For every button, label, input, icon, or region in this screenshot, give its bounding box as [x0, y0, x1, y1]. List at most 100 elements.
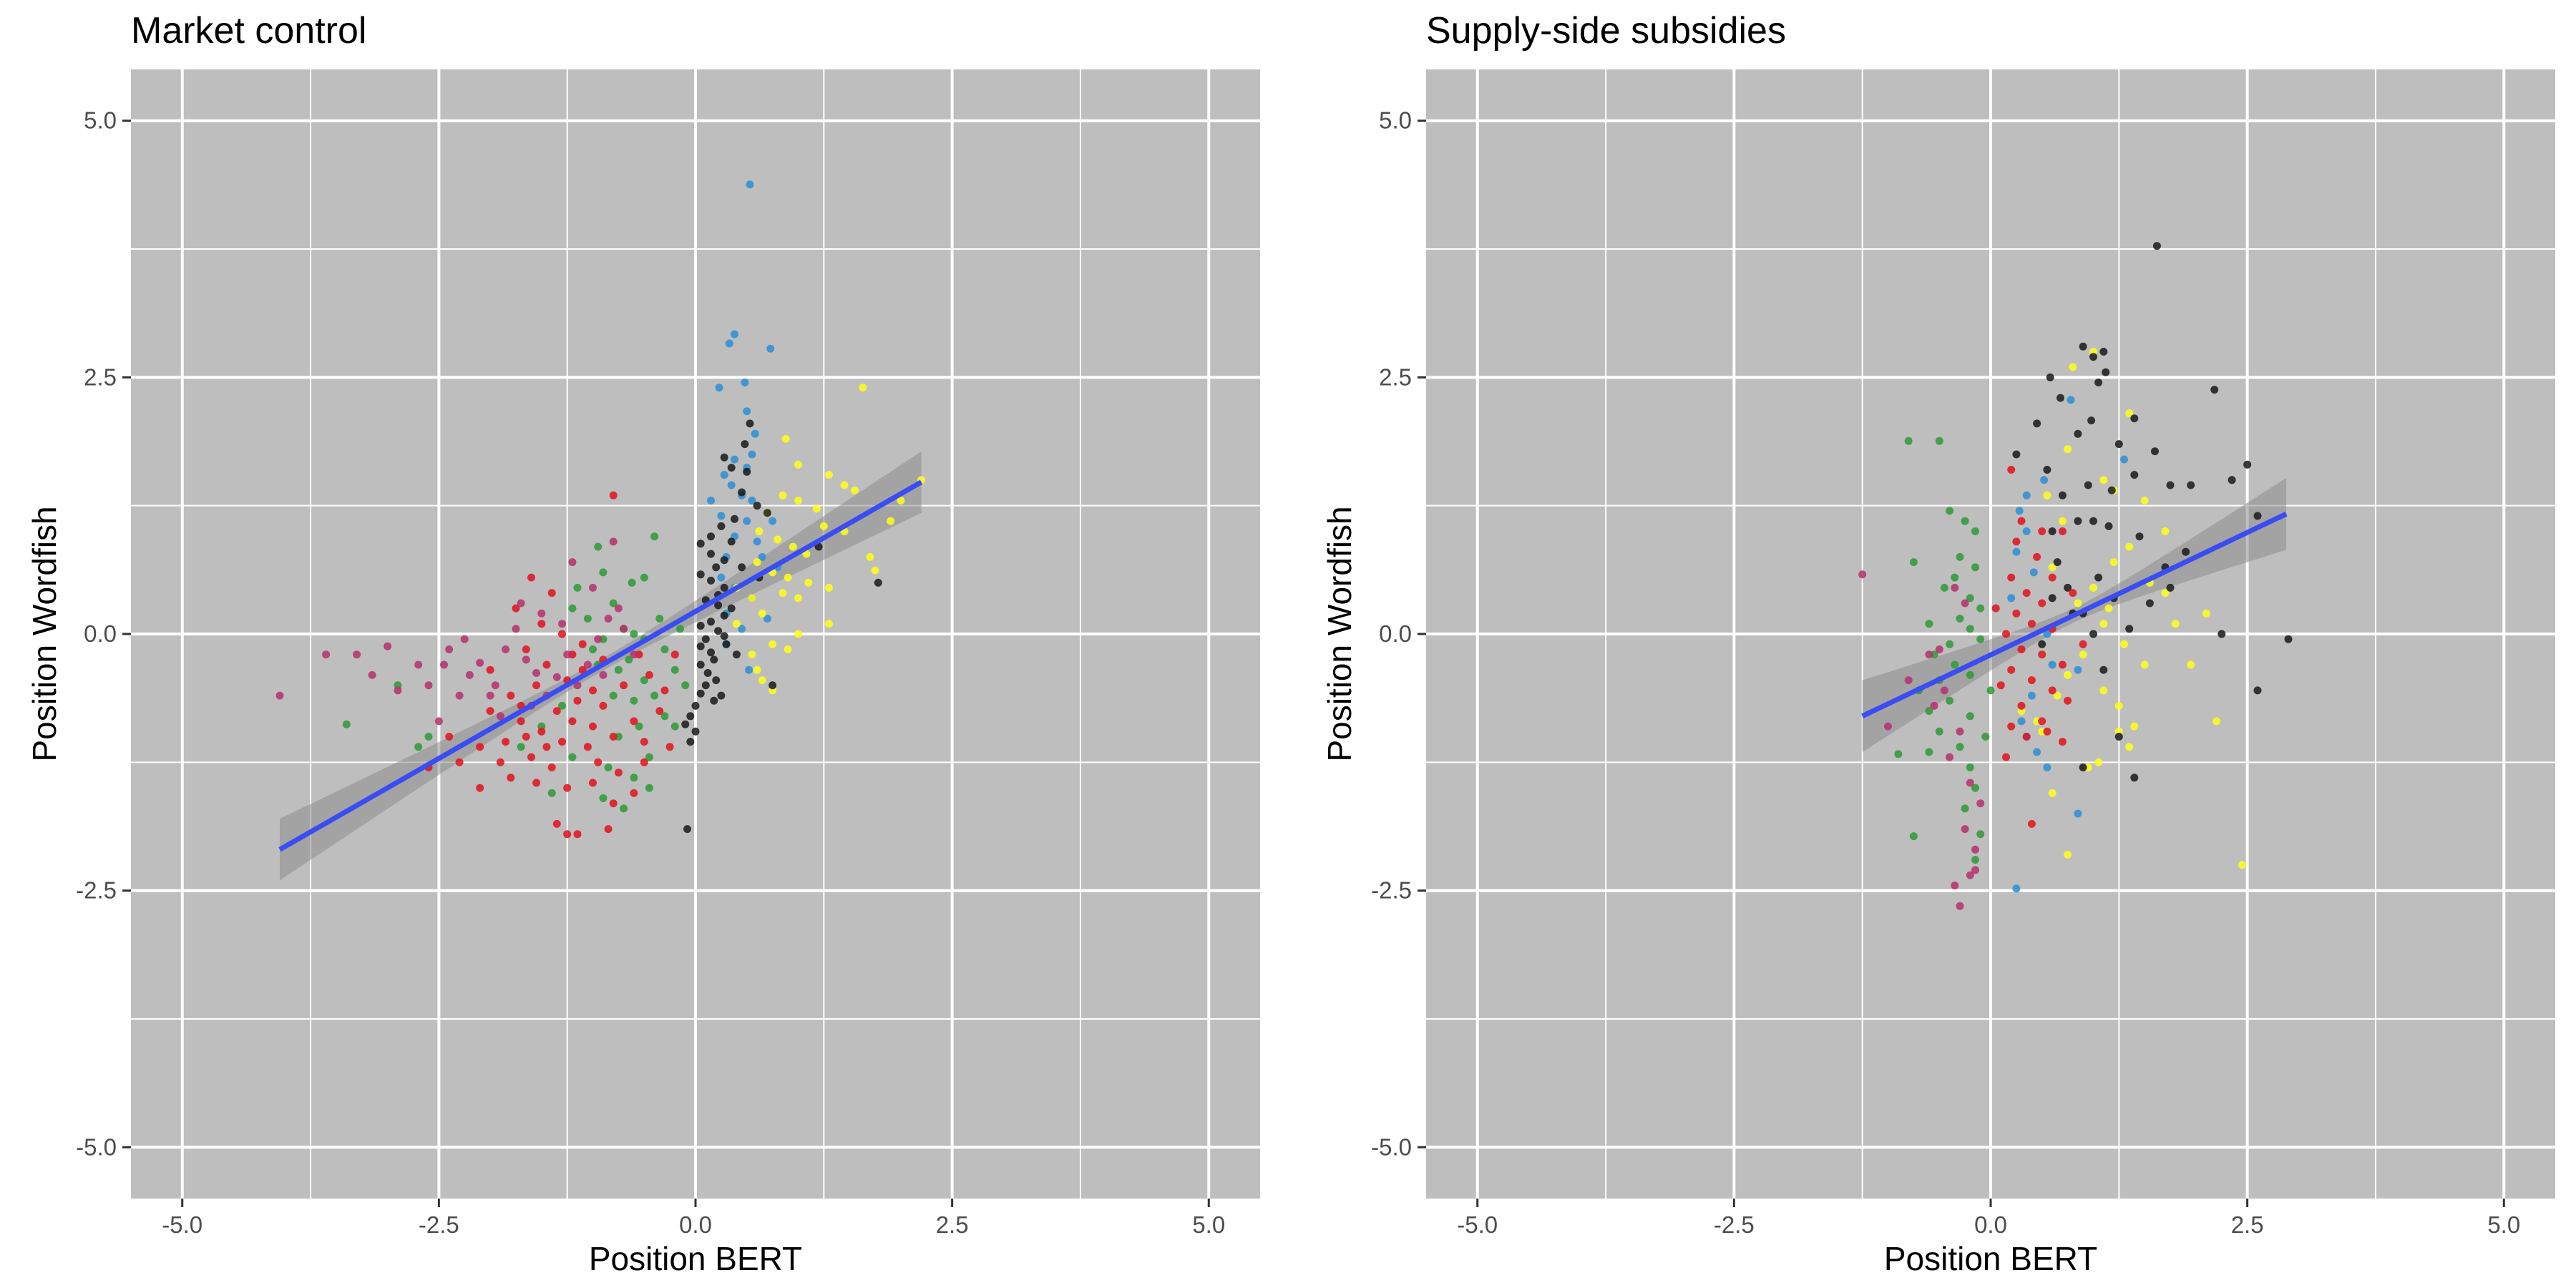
data-point: [594, 758, 602, 766]
data-point: [552, 819, 561, 828]
data-point: [686, 712, 695, 721]
data-point: [1981, 733, 1990, 741]
data-point: [743, 467, 751, 476]
data-point: [2089, 353, 2097, 361]
data-point: [568, 753, 577, 761]
data-point: [2210, 386, 2219, 394]
data-point: [2048, 660, 2057, 669]
data-point: [774, 535, 782, 544]
data-point: [686, 738, 695, 746]
data-point: [1940, 583, 1948, 592]
data-point: [2079, 650, 2087, 659]
data-point: [2053, 558, 2062, 567]
data-point: [2067, 396, 2075, 404]
data-point: [2166, 481, 2175, 489]
data-point: [691, 727, 700, 736]
data-point: [732, 620, 741, 628]
data-point: [2228, 476, 2236, 484]
data-point: [568, 604, 577, 613]
data-point: [445, 733, 454, 741]
data-point: [897, 497, 905, 504]
data-point: [589, 583, 597, 592]
data-point: [2007, 665, 2016, 674]
data-point: [738, 563, 746, 572]
data-point: [707, 576, 715, 585]
data-point: [502, 738, 510, 746]
data-point: [2079, 763, 2087, 771]
data-point: [2007, 573, 2016, 582]
data-point: [763, 509, 771, 517]
data-point: [696, 689, 705, 698]
data-point: [758, 552, 766, 561]
data-point: [701, 681, 710, 690]
data-point: [594, 542, 602, 551]
data-point: [866, 552, 874, 561]
data-point: [609, 537, 618, 546]
data-point: [2029, 568, 2038, 577]
data-point: [779, 491, 787, 499]
y-axis-ticks: -5.0 -2.5 0.0 2.5 5.0: [76, 107, 131, 1160]
data-point: [665, 743, 674, 751]
data-point: [1966, 763, 1974, 771]
data-point: [2114, 440, 2123, 449]
data-point: [630, 630, 638, 638]
data-point: [2002, 753, 2010, 761]
data-point: [537, 609, 546, 618]
data-point: [614, 665, 623, 674]
data-point: [1946, 696, 1954, 705]
data-point: [630, 717, 638, 726]
data-point: [753, 502, 761, 510]
data-point: [720, 453, 728, 462]
data-point: [1935, 645, 1943, 653]
data-point: [645, 670, 653, 679]
data-point: [322, 650, 331, 659]
data-point: [2125, 625, 2134, 633]
y-tick-label: -5.0: [76, 1133, 117, 1160]
fit-line: [1861, 511, 2288, 718]
gridlines: [1426, 69, 2555, 1199]
data-point: [527, 573, 535, 582]
data-point: [1858, 570, 1867, 579]
y-tick-label: 0.0: [84, 620, 117, 647]
data-point: [2084, 481, 2092, 489]
data-point: [2074, 517, 2082, 525]
data-point: [275, 691, 284, 700]
data-point: [2043, 763, 2051, 771]
data-point: [825, 471, 833, 479]
data-point: [720, 471, 728, 479]
data-point: [496, 758, 504, 766]
y-tick-label: 2.5: [1379, 364, 1412, 390]
data-point: [460, 635, 469, 643]
data-point: [2043, 491, 2051, 499]
data-point: [2022, 527, 2031, 535]
data-point: [2161, 589, 2170, 597]
data-point: [732, 650, 741, 659]
data-point: [1946, 507, 1954, 515]
y-axis-title: Position Wordfish: [1321, 506, 1358, 761]
data-point: [2043, 727, 2051, 736]
data-point: [1909, 832, 1918, 841]
x-axis-title: Position BERT: [1884, 1240, 2097, 1277]
data-point: [2089, 517, 2097, 525]
data-point: [558, 620, 566, 628]
data-point: [1925, 748, 1933, 756]
data-point: [2012, 450, 2021, 459]
data-point: [563, 830, 572, 839]
data-point: [2053, 691, 2062, 700]
y-tick-label: -2.5: [1371, 877, 1412, 904]
data-point: [2033, 419, 2041, 428]
data-point: [502, 645, 510, 653]
data-point: [1971, 856, 1979, 864]
data-point: [589, 779, 597, 787]
data-point: [2130, 471, 2139, 479]
data-point: [440, 660, 448, 669]
data-point: [2171, 620, 2180, 628]
data-point: [2212, 717, 2221, 726]
data-point: [2038, 599, 2046, 608]
data-point: [781, 434, 790, 443]
data-point: [552, 707, 561, 716]
data-point: [522, 655, 530, 664]
data-point: [1991, 604, 2000, 613]
data-point: [784, 645, 792, 653]
data-point: [2048, 527, 2057, 535]
